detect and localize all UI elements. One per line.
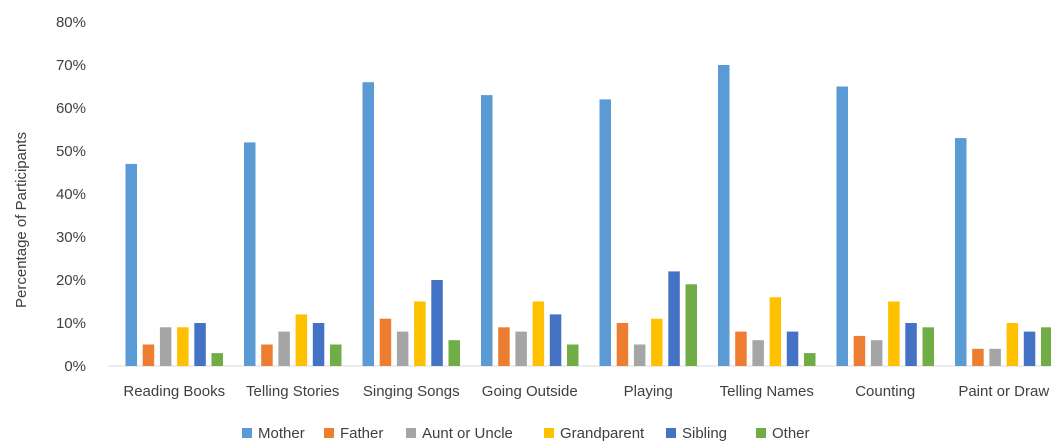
bar-grandparent <box>177 327 189 366</box>
bar-other <box>1041 327 1051 366</box>
bar-father <box>261 344 273 366</box>
legend-label: Other <box>772 425 810 442</box>
bar-aunt-or-uncle <box>278 331 290 366</box>
bar-aunt-or-uncle <box>159 327 172 366</box>
x-tick-label: Playing <box>624 383 673 400</box>
y-tick-label: 20% <box>56 272 86 289</box>
bar-grandparent <box>888 301 900 366</box>
bar-father <box>142 344 155 366</box>
bar-grandparent <box>295 314 308 366</box>
bar-grandparent <box>769 297 782 366</box>
y-tick-label: 60% <box>56 100 86 117</box>
bar-aunt-or-uncle <box>396 331 409 366</box>
bar-aunt-or-uncle <box>989 348 1001 366</box>
x-tick-label: Telling Stories <box>246 383 339 400</box>
y-tick-label: 50% <box>56 143 86 160</box>
legend-swatch <box>544 428 554 438</box>
bar-mother <box>718 65 730 366</box>
bar-father <box>972 348 984 366</box>
bar-other <box>804 353 816 366</box>
bar-other <box>211 353 223 366</box>
bar-mother <box>836 86 848 366</box>
bar-father <box>498 327 510 366</box>
bar-grandparent <box>532 301 545 366</box>
y-tick-label: 40% <box>56 186 86 203</box>
bar-sibling <box>549 314 562 366</box>
bar-mother <box>244 142 256 366</box>
y-tick-label: 70% <box>56 57 86 74</box>
legend-label: Sibling <box>682 425 727 442</box>
bar-other <box>567 344 579 366</box>
legend-swatch <box>406 428 416 438</box>
x-tick-label: Paint or Draw <box>958 383 1049 400</box>
bar-sibling <box>1023 331 1036 366</box>
legend-label: Father <box>340 425 383 442</box>
y-axis-label: Percentage of Participants <box>13 132 30 308</box>
bar-other <box>448 340 460 366</box>
x-tick-label: Singing Songs <box>363 383 460 400</box>
legend-label: Grandparent <box>560 425 645 442</box>
y-tick-label: 30% <box>56 229 86 246</box>
bar-grandparent <box>414 301 426 366</box>
bar-sibling <box>786 331 799 366</box>
bar-other <box>922 327 934 366</box>
bar-other <box>685 284 697 366</box>
legend: Mother Father Aunt or Uncle Grandparent Sibl… <box>242 425 810 442</box>
x-tick-label: Going Outside <box>482 383 578 400</box>
bars-group <box>125 65 1051 367</box>
bar-aunt-or-uncle <box>633 344 646 366</box>
bar-mother <box>481 95 493 366</box>
legend-swatch <box>324 428 334 438</box>
legend-swatch <box>666 428 676 438</box>
x-tick-label: Telling Names <box>720 383 814 400</box>
legend-label: Aunt or Uncle <box>422 425 513 442</box>
y-tick-label: 80% <box>56 14 86 31</box>
legend-swatch <box>242 428 252 438</box>
bar-sibling <box>905 323 917 366</box>
y-tick-label: 0% <box>64 358 86 375</box>
bar-aunt-or-uncle <box>752 340 764 366</box>
x-axis: Reading Books Telling Stories Singing Song… <box>123 383 1049 400</box>
bar-grandparent <box>1006 323 1019 366</box>
legend-label: Mother <box>258 425 305 442</box>
legend-swatch <box>756 428 766 438</box>
y-tick-label: 10% <box>56 315 86 332</box>
bar-grandparent <box>651 318 663 366</box>
bar-mother <box>362 82 374 366</box>
y-axis: 0% 10% 20% 30% 40% 50% 60% 70% 80% <box>56 14 86 375</box>
bar-mother <box>599 99 611 367</box>
bar-aunt-or-uncle <box>515 331 527 366</box>
bar-father <box>735 331 747 366</box>
bar-sibling <box>431 280 443 366</box>
bar-father <box>379 318 392 366</box>
bar-other <box>330 344 342 366</box>
bar-sibling <box>668 271 680 366</box>
bar-sibling <box>194 323 206 366</box>
bar-mother <box>955 138 967 366</box>
bar-father <box>616 323 629 366</box>
bar-sibling <box>312 323 325 366</box>
bar-father <box>853 335 866 366</box>
bar-mother <box>125 163 137 366</box>
x-tick-label: Counting <box>855 383 915 400</box>
bar-aunt-or-uncle <box>870 340 883 366</box>
x-tick-label: Reading Books <box>123 383 225 400</box>
